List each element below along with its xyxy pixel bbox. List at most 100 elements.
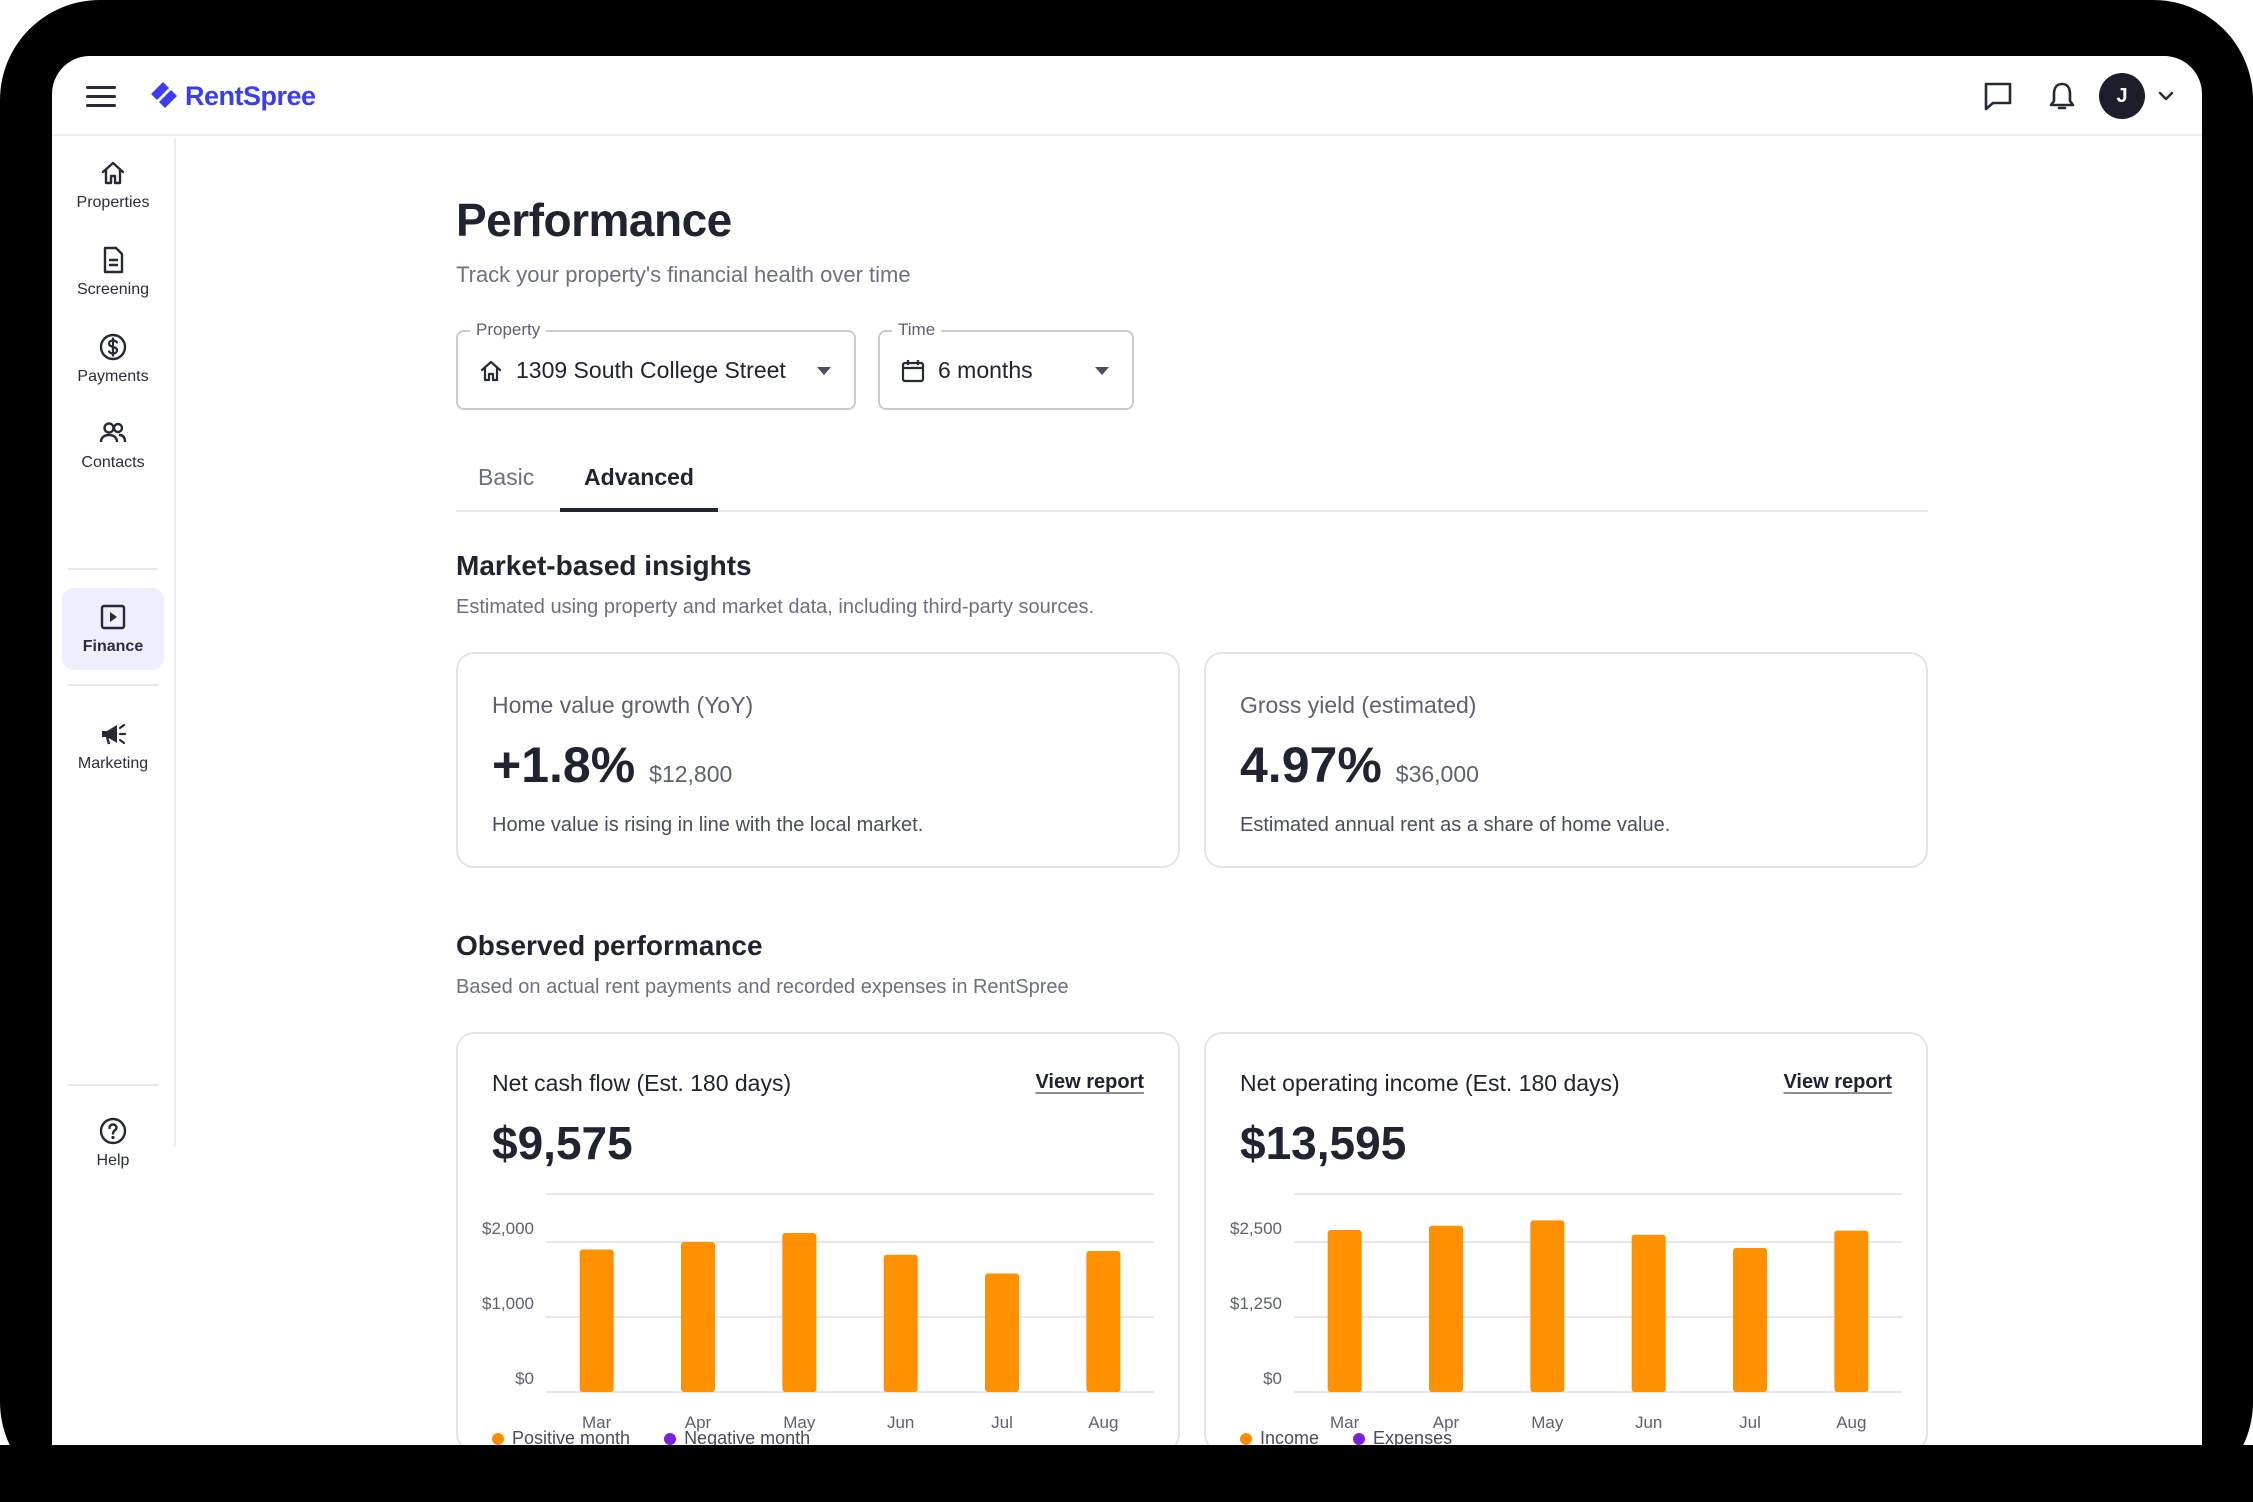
sidebar-divider [68, 1084, 158, 1086]
chart-bar[interactable] [782, 1233, 817, 1392]
sidebar-divider [68, 684, 158, 686]
legend-label: Expenses [1373, 1428, 1453, 1445]
y-tick-label: $2,500 [1230, 1219, 1282, 1238]
net-operating-income-card: Net operating income (Est. 180 days) Vie… [1204, 1032, 1928, 1445]
document-icon [103, 246, 124, 274]
legend-item: Expenses [1353, 1428, 1452, 1445]
property-select[interactable]: Property 1309 South College Street [456, 320, 856, 410]
sidebar-item-help[interactable]: Help [62, 1102, 164, 1184]
x-tick-label: Jul [991, 1413, 1013, 1432]
bell-icon[interactable] [2044, 78, 2080, 114]
chat-icon[interactable] [1980, 78, 2016, 114]
tab-basic[interactable]: Basic [478, 464, 535, 490]
sidebar-item-finance[interactable]: Finance [62, 588, 164, 670]
tab-bar: Basic Advanced [456, 458, 1928, 512]
x-tick-label: Jun [1635, 1413, 1662, 1432]
sidebar-item-contacts[interactable]: Contacts [62, 404, 164, 486]
legend-dot [1240, 1432, 1252, 1445]
chevron-down-icon[interactable] [2156, 86, 2176, 106]
hamburger-menu-icon[interactable] [86, 82, 116, 110]
time-field-label: Time [892, 320, 942, 340]
time-select[interactable]: Time 6 months [878, 320, 1134, 410]
gross-yield-card: Gross yield (estimated) 4.97% $36,000 Es… [1204, 652, 1928, 868]
chart-bar[interactable] [1086, 1251, 1121, 1392]
chart-bar[interactable] [1327, 1230, 1362, 1392]
y-tick-label: $0 [515, 1369, 534, 1388]
caret-down-icon [817, 367, 831, 375]
sidebar-item-payments[interactable]: Payments [62, 318, 164, 400]
home-icon [101, 161, 125, 185]
net-cash-flow-chart: $0 $1,000 $2,000 Mar Apr May Jun Jul Aug [482, 1193, 1154, 1432]
home-icon [480, 360, 502, 382]
metric-value: 4.97% [1240, 737, 1382, 793]
card-description: Estimated annual rent as a share of home… [1240, 814, 1671, 836]
net-operating-income-chart: $0 $1,250 $2,500 Mar Apr May Jun Jul Aug [1230, 1193, 1902, 1432]
view-report-link[interactable]: View report [1035, 1071, 1144, 1093]
legend-item: Positive month [492, 1428, 630, 1445]
legend-label: Income [1260, 1428, 1320, 1445]
property-field-label: Property [470, 320, 547, 340]
legend-item: Negative month [664, 1428, 810, 1445]
market-insights-subtitle: Estimated using property and market data… [456, 596, 1095, 618]
card-description: Home value is rising in line with the lo… [492, 814, 924, 836]
chart-bar[interactable] [883, 1254, 918, 1392]
chart-bar[interactable] [985, 1273, 1019, 1393]
metric-value: +1.8% [492, 737, 636, 793]
rentspree-logo-icon [151, 82, 177, 108]
view-report-link[interactable]: View report [1783, 1071, 1892, 1093]
x-tick-label: Mar [1330, 1413, 1360, 1432]
chart-bar[interactable] [579, 1249, 614, 1393]
chart-bar[interactable] [1834, 1230, 1869, 1392]
sidebar-divider [68, 568, 158, 570]
brand-name: RentSpree [185, 80, 316, 111]
calendar-icon [901, 360, 925, 383]
x-tick-label: Mar [582, 1413, 612, 1432]
chart-bar[interactable] [1530, 1220, 1565, 1392]
property-value: 1309 South College Street [516, 357, 786, 383]
y-tick-label: $1,250 [1230, 1294, 1282, 1313]
card-total: $13,595 [1240, 1117, 1407, 1169]
user-avatar[interactable]: J [2099, 73, 2145, 119]
megaphone-icon [102, 723, 127, 745]
sidebar-item-label: Finance [82, 638, 144, 655]
app-screen: RentSpree J Properties Screening Payment… [52, 56, 2202, 1445]
x-tick-label: Aug [1836, 1413, 1866, 1432]
chart-bar[interactable] [1631, 1234, 1666, 1392]
observed-performance-subtitle: Based on actual rent payments and record… [456, 976, 1069, 998]
dollar-circle-icon [99, 333, 127, 361]
sidebar-item-label: Screening [76, 281, 150, 298]
sidebar-item-marketing[interactable]: Marketing [62, 705, 164, 787]
x-tick-label: Jun [887, 1413, 914, 1432]
legend-dot [492, 1432, 504, 1445]
sidebar-item-label: Properties [76, 194, 150, 211]
observed-performance-title: Observed performance [456, 930, 763, 961]
metric-secondary: $12,800 [649, 761, 733, 787]
chart-bar[interactable] [681, 1242, 715, 1392]
help-icon [99, 1117, 127, 1145]
card-metric: 4.97% $36,000 [1240, 736, 1479, 794]
legend-item: Income [1240, 1428, 1319, 1445]
card-title: Net operating income (Est. 180 days) [1240, 1070, 1620, 1096]
x-tick-label: Jul [1739, 1413, 1761, 1432]
device-bottom-bezel [0, 1445, 2253, 1502]
card-title: Home value growth (YoY) [492, 692, 754, 718]
brand-logo[interactable]: RentSpree [147, 76, 316, 116]
card-title: Gross yield (estimated) [1240, 692, 1477, 718]
card-total: $9,575 [492, 1117, 633, 1169]
play-square-icon [100, 604, 126, 630]
net-cash-flow-card: Net cash flow (Est. 180 days) View repor… [456, 1032, 1180, 1445]
sidebar-item-label: Payments [77, 368, 149, 385]
chart-legend: Positive month Negative month [492, 1428, 844, 1445]
chart-bar[interactable] [1429, 1225, 1463, 1392]
legend-dot [1353, 1432, 1366, 1445]
chart-bar[interactable] [1733, 1248, 1767, 1392]
legend-label: Positive month [512, 1428, 631, 1445]
sidebar: Properties Screening Payments Contacts F… [52, 138, 176, 1169]
card-metric: +1.8% $12,800 [492, 736, 732, 794]
tab-advanced[interactable]: Advanced [560, 458, 718, 512]
sidebar-item-screening[interactable]: Screening [62, 231, 164, 313]
sidebar-item-properties[interactable]: Properties [62, 144, 164, 226]
legend-dot [664, 1432, 677, 1445]
x-tick-label: Apr [685, 1413, 712, 1432]
x-tick-label: Aug [1088, 1413, 1118, 1432]
